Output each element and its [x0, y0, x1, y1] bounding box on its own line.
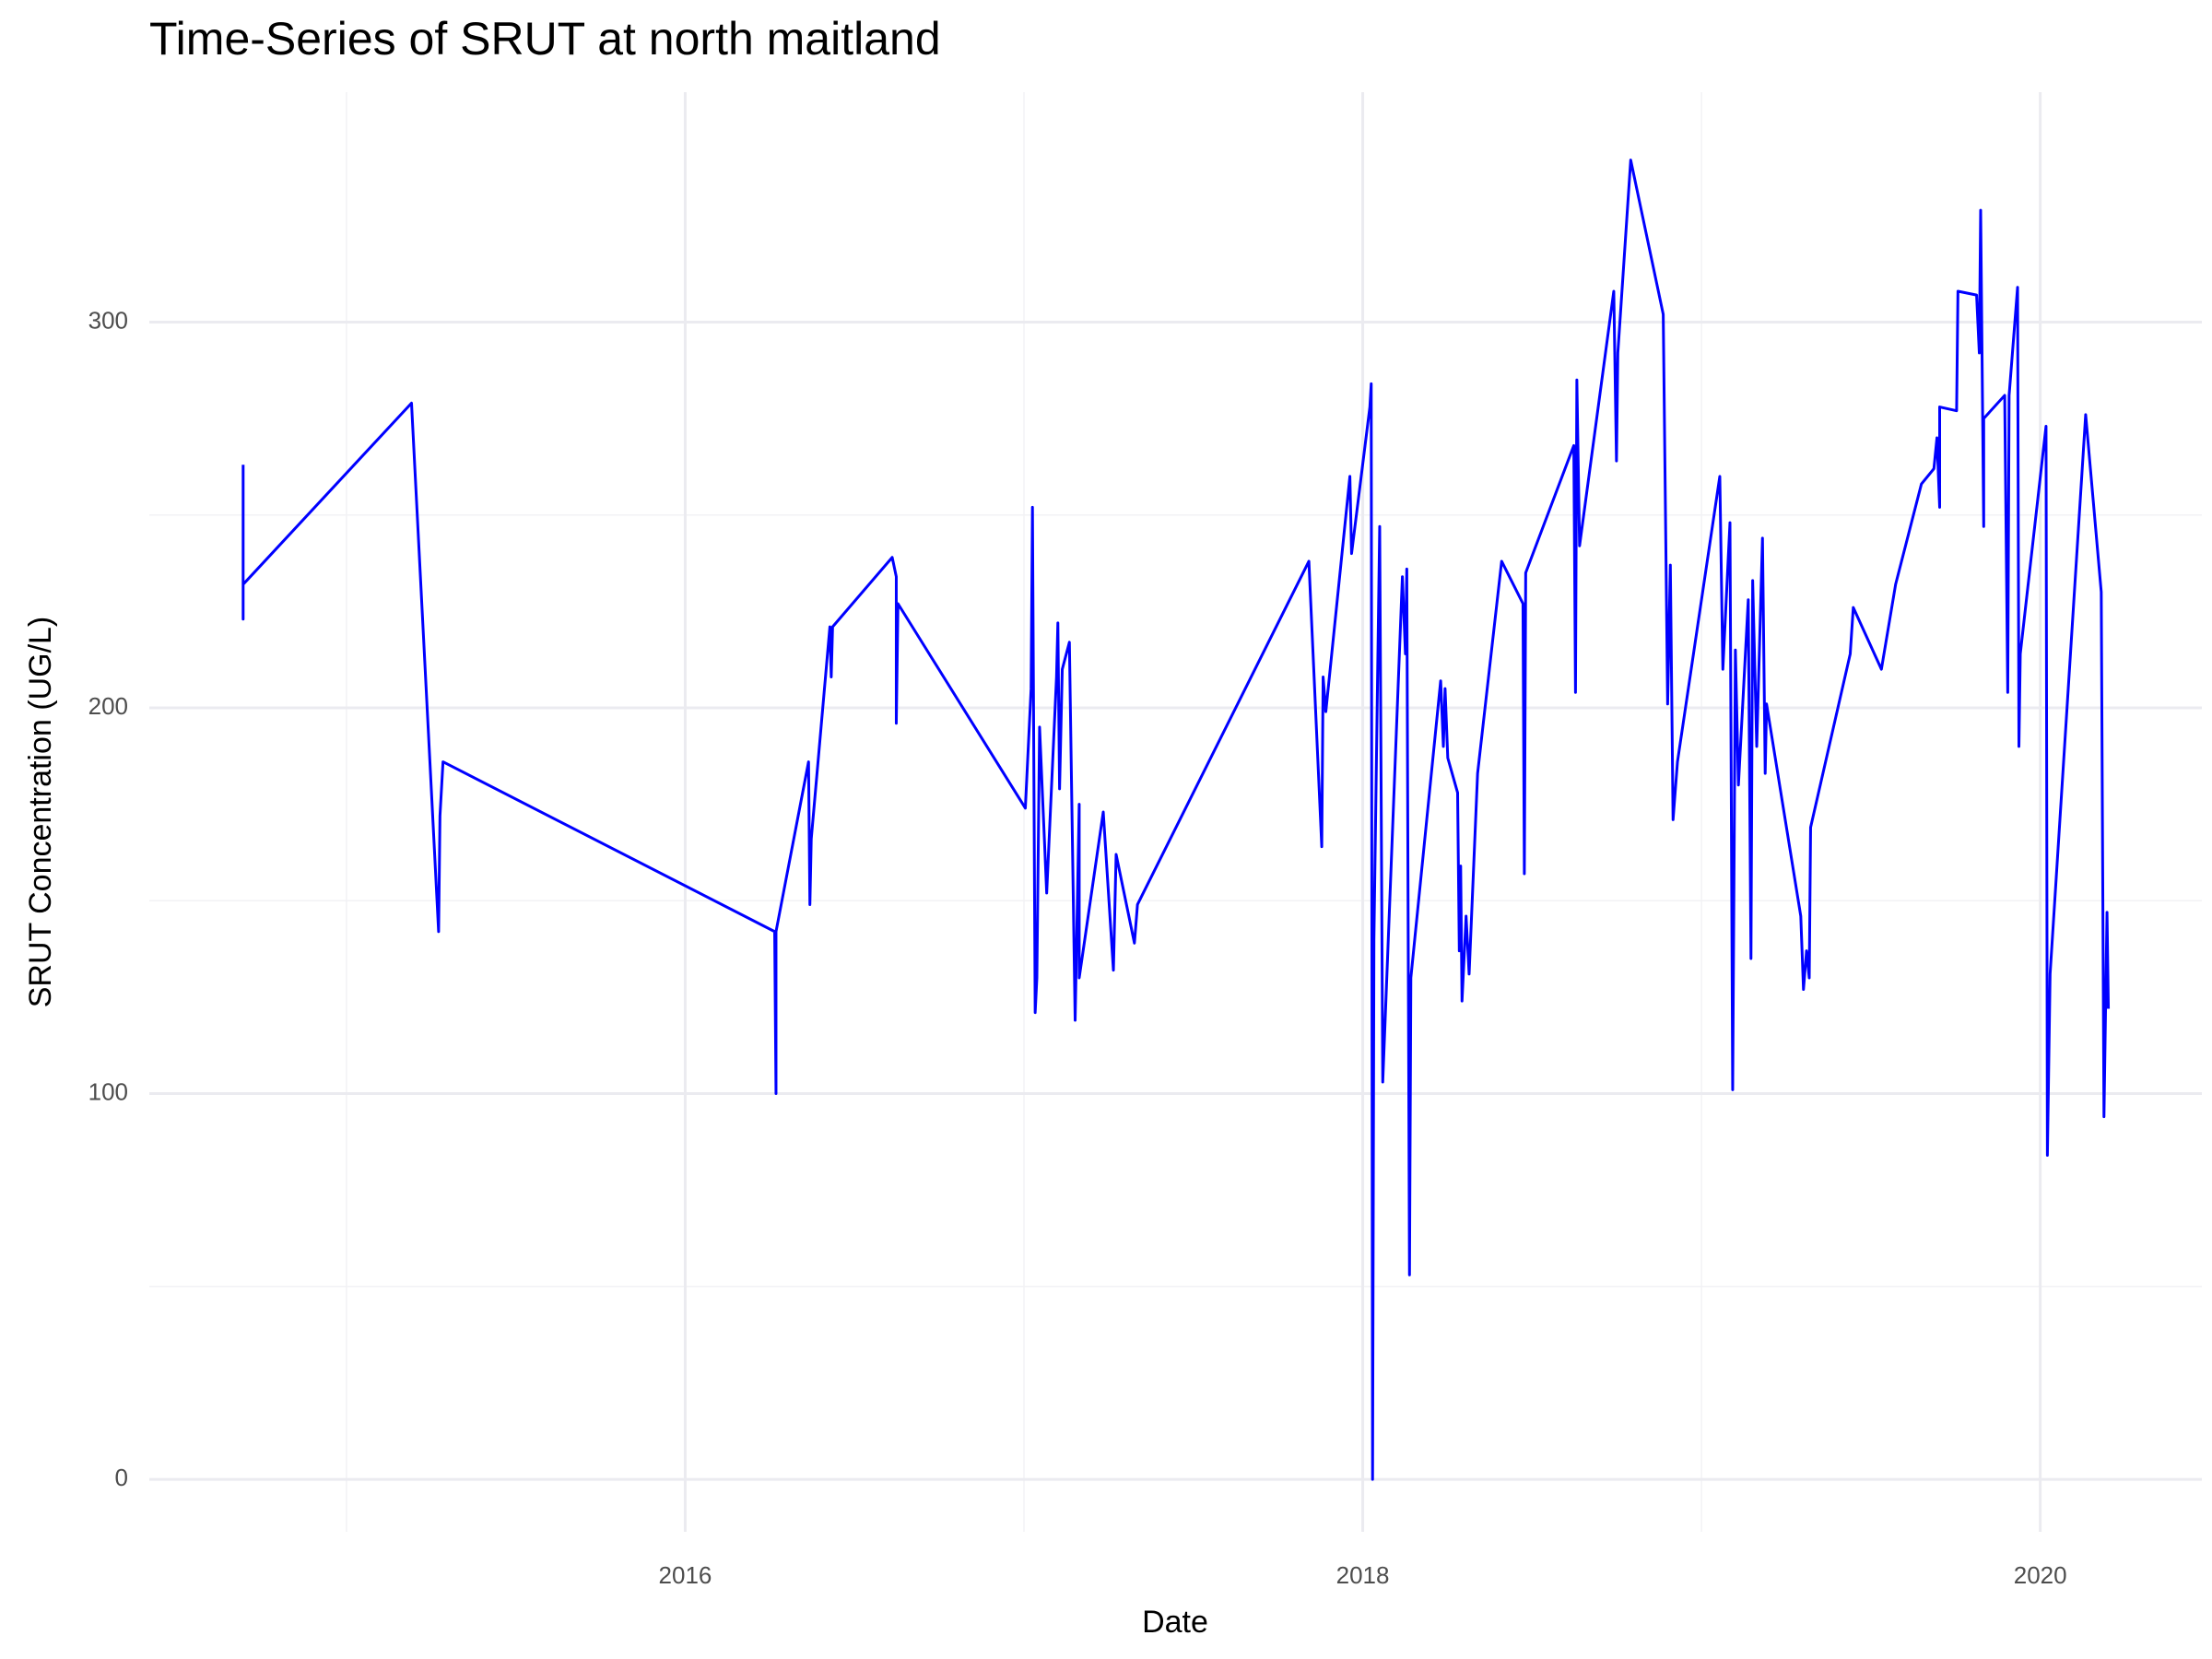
y-axis-title: SRUT Concentration (UG/L)	[23, 617, 58, 1008]
y-tick-label: 100	[88, 1077, 128, 1105]
x-tick-label: 2020	[2014, 1561, 2067, 1589]
data-line	[241, 159, 2111, 1481]
x-tick-label: 2016	[659, 1561, 712, 1589]
y-tick-label: 200	[88, 692, 128, 720]
y-tick-label: 0	[115, 1464, 128, 1491]
x-tick-label: 2018	[1336, 1561, 1390, 1589]
y-tick-label: 300	[88, 306, 128, 334]
x-axis-title: Date	[1142, 1605, 1208, 1640]
chart-title: Time-Series of SRUT at north maitland	[149, 13, 941, 65]
